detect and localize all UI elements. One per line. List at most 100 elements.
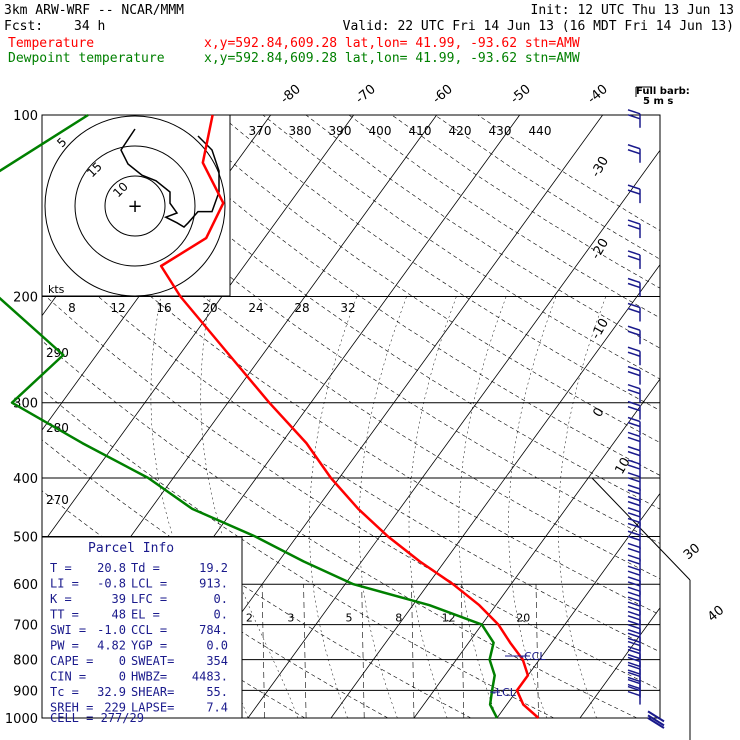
parcel-row-9-value-b: 7.4 (206, 701, 228, 715)
parcel-row-9-label-b: LAPSE= (131, 701, 174, 715)
mixing-ratio-line-8 (411, 584, 415, 718)
wind-barb-flag (627, 507, 641, 513)
mixing-ratio-label-3: 3 (287, 612, 294, 625)
theta-label-370: 370 (249, 124, 272, 138)
isotherm-20 (496, 492, 660, 718)
temp-tick-30: 30 (681, 541, 703, 563)
parcel-row-4-label-b: CCL = (131, 623, 167, 637)
wind-barb-flag (627, 484, 641, 490)
barb-legend-title: Full barb: (636, 86, 690, 97)
wind-barb-flag (627, 671, 641, 678)
hodograph-ring-15 (44, 115, 226, 297)
dry-adiabat-320 (42, 292, 660, 691)
wind-barb-flag-2 (627, 189, 641, 195)
dry-adiabat-460 (477, 115, 660, 231)
mixing-ratio-line-3 (303, 584, 307, 718)
wind-barb-380 (627, 445, 641, 465)
wind-barb-flag (627, 664, 641, 670)
wind-barb-300 (627, 383, 641, 403)
theta-side-label-270: 270 (46, 493, 69, 507)
legend-dewpoint-label: Dewpoint temperature (8, 51, 165, 66)
header-valid: Valid: 22 UTC Fri 14 Jun 13 (16 MDT Fri … (343, 19, 734, 34)
dry-adiabat-430 (348, 115, 660, 319)
wind-barb-600 (627, 565, 641, 585)
pressure-tick-400: 400 (13, 472, 38, 487)
hodograph-ring-5 (104, 175, 166, 237)
theta-label-430: 430 (489, 124, 512, 138)
ccl-marker-label: -CCL (520, 650, 546, 663)
wind-barb-flag-2 (627, 149, 641, 155)
wind-barb-flag (627, 615, 641, 621)
isotherm--50 (42, 115, 354, 546)
speed-label-8: 8 (68, 301, 76, 315)
temp-tick--60: -60 (430, 82, 456, 107)
wind-barb-flag-2 (627, 450, 641, 457)
legend-temperature-location: x,y=592.84,609.28 lat,lon= 41.99, -93.62… (204, 36, 580, 51)
wind-barb-flag-2 (627, 370, 641, 377)
temp-side-tick--10: -10 (588, 316, 612, 342)
dry-adiabat-440 (391, 115, 660, 289)
wind-barb-flag (627, 685, 641, 692)
parcel-row-7-label-b: HWBZ= (131, 670, 167, 684)
parcel-row-5-value-a: 4.82 (97, 639, 126, 653)
temperature-profile (159, 114, 540, 719)
speed-label-16: 16 (156, 301, 171, 315)
parcel-row-8-value-b: 55. (206, 685, 228, 699)
parcel-row-3-label-a: TT = (50, 608, 79, 622)
wind-barb-flag-2 (627, 653, 641, 660)
lcl-marker-label: -LCL (492, 686, 517, 699)
dry-adiabat-330 (42, 245, 660, 653)
wind-barb-flag (627, 219, 641, 225)
wind-barb-flag (627, 632, 641, 638)
wind-barb-flag (627, 596, 641, 602)
temp-side-tick-0: 0 (590, 405, 607, 420)
wind-barb-flag-2 (627, 436, 641, 443)
parcel-row-4-label-a: SWI = (50, 623, 86, 637)
speed-label-12: 12 (110, 301, 125, 315)
wind-barb-280 (627, 365, 641, 385)
wind-barb-flag-2 (627, 255, 641, 261)
wind-barb-flag (627, 640, 641, 647)
pressure-tick-100: 100 (13, 109, 38, 124)
wind-barb-flag (627, 495, 641, 502)
moist-adiabat-8 (358, 296, 407, 718)
isotherm-30 (579, 607, 660, 718)
wind-barb-340 (627, 416, 641, 436)
parcel-row-4-value-a: -1.0 (97, 623, 126, 637)
wind-barb-flag-2 (627, 628, 641, 635)
wind-barb-flag-2 (627, 405, 641, 412)
wind-barb-400 (627, 459, 641, 479)
wind-barb-flag (627, 530, 641, 536)
wind-barb-flag-2 (627, 661, 641, 668)
wind-barb-staff (647, 710, 665, 723)
parcel-row-7-label-a: CIN = (50, 670, 86, 684)
wind-barb-260 (627, 346, 641, 366)
speed-label-20: 20 (202, 301, 217, 315)
wind-barb-flag (627, 565, 641, 571)
parcel-row-0-value-a: 20.8 (97, 561, 126, 575)
wind-barb-200 (627, 277, 641, 297)
parcel-row-6-label-a: CAPE = (50, 654, 93, 668)
theta-side-label-290: 290 (46, 346, 69, 360)
wind-barb-staff (647, 714, 665, 727)
wind-barb-flag-2 (627, 559, 641, 565)
wind-barb-flag (627, 554, 641, 560)
isotherm-0 (330, 264, 660, 718)
speed-label-32: 32 (340, 301, 355, 315)
wind-barb-flag (627, 459, 641, 465)
parcel-row-8-label-a: Tc = (50, 685, 79, 699)
dry-adiabat-370 (90, 115, 660, 510)
wind-barb-flag-2 (627, 464, 641, 470)
parcel-info-title: Parcel Info (88, 541, 174, 556)
theta-label-440: 440 (529, 124, 552, 138)
dry-adiabat-450 (434, 115, 660, 260)
wind-barb-360 (627, 431, 641, 451)
parcel-row-9-label-a: SREH = (50, 701, 93, 715)
theta-label-400: 400 (369, 124, 392, 138)
parcel-row-1-label-a: LI = (50, 577, 79, 591)
header-model: 3km ARW-WRF -- NCAR/MMM (4, 3, 184, 18)
wind-barb-flag (627, 648, 641, 655)
wind-barb-240 (627, 325, 641, 345)
wind-barb-flag (627, 302, 641, 309)
